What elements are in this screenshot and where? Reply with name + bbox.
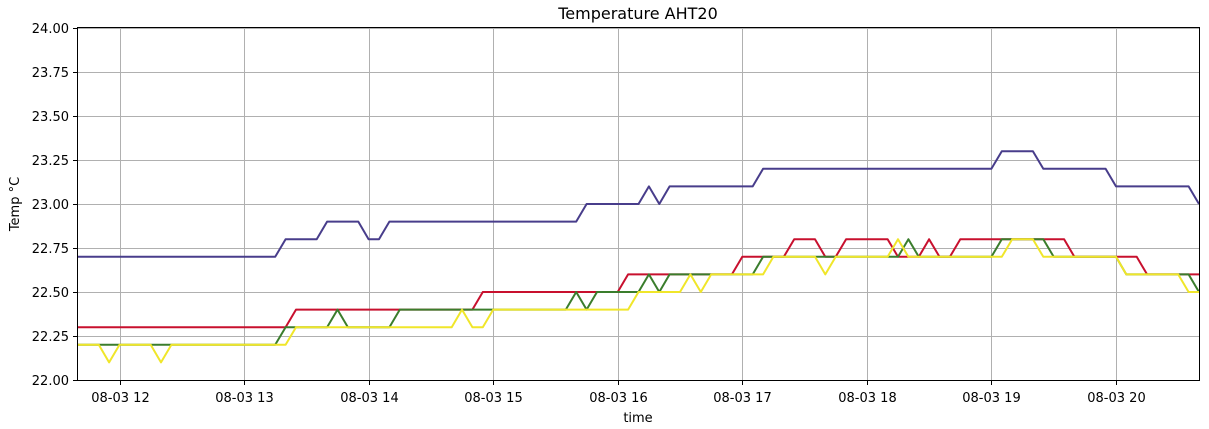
y-tick-label: 22.25: [32, 330, 69, 345]
y-tick-label: 22.50: [32, 286, 69, 301]
grid-layer: [73, 28, 1199, 385]
series-layer: [78, 150, 1200, 364]
y-tick-labels: 22.00 22.25 22.50 22.75 23.00 23.25 23.50 23.75…: [32, 22, 69, 389]
plot-frame: [77, 27, 1200, 381]
x-tick-label: 08-03 14: [340, 391, 398, 406]
y-axis-label: Temp °C: [8, 177, 23, 232]
x-tick-label: 08-03 15: [464, 391, 522, 406]
x-axis-label: time: [623, 411, 652, 426]
series-line-4: [78, 238, 1199, 364]
y-tick-label: 23.50: [32, 110, 69, 125]
x-tick-label: 08-03 12: [91, 391, 149, 406]
x-tick-label: 08-03 18: [838, 391, 896, 406]
x-tick-labels: 08-03 12 08-03 13 08-03 14 08-03 15 08-03 16…: [91, 391, 1145, 406]
y-tick-label: 24.00: [32, 22, 69, 37]
x-tick-label: 08-03 19: [962, 391, 1020, 406]
series-line-2: [78, 238, 1199, 329]
x-tick-label: 08-03 20: [1087, 391, 1145, 406]
y-tick-label: 23.00: [32, 198, 69, 213]
x-tick-label: 08-03 13: [215, 391, 273, 406]
series-line-1: [78, 150, 1200, 258]
x-tick-label: 08-03 17: [713, 391, 771, 406]
y-tick-label: 23.25: [32, 154, 69, 169]
y-tick-label: 22.75: [32, 242, 69, 257]
chart-title: Temperature AHT20: [557, 4, 718, 23]
y-tick-label: 23.75: [32, 66, 69, 81]
x-tick-label: 08-03 16: [589, 391, 647, 406]
y-tick-label: 22.00: [32, 374, 69, 389]
